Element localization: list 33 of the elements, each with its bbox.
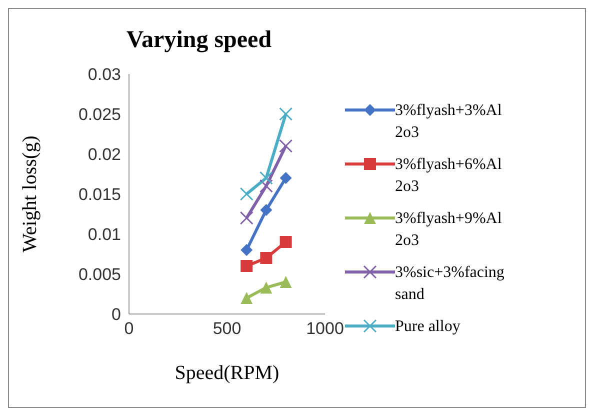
point	[279, 107, 293, 121]
point	[240, 211, 254, 225]
legend-label: 3%flyash+9%Al2o3	[395, 209, 503, 251]
point	[259, 171, 273, 185]
y-tick-label: 0.01	[88, 225, 121, 244]
point	[260, 282, 272, 294]
point	[240, 292, 253, 304]
y-axis-title: Weight loss(g)	[19, 136, 42, 252]
y-tick-label: 0.015	[78, 185, 121, 204]
y-tick-label: 0	[112, 305, 121, 324]
point	[280, 172, 292, 184]
legend-label: 3%flyash+3%Al2o3	[395, 101, 503, 143]
chart-title: Varying speed	[125, 27, 273, 54]
point	[280, 276, 292, 288]
point	[240, 244, 253, 256]
legend-label: 3%flyash+6%Al2o3	[395, 155, 503, 197]
x-tick-label: 0	[124, 319, 134, 338]
point	[259, 179, 273, 193]
point	[280, 236, 292, 248]
point	[240, 187, 254, 201]
y-tick-label: 0.02	[88, 145, 121, 164]
x-axis-title: Speed(RPM)	[174, 362, 280, 384]
x-tick-label: 1000	[306, 319, 344, 338]
x-tick-label: 500	[212, 319, 242, 338]
point	[260, 252, 272, 264]
point	[240, 260, 253, 272]
point	[260, 204, 272, 216]
legend-label: Pure alloy	[395, 317, 462, 337]
y-tick-label: 0.005	[78, 265, 121, 284]
y-tick-label: 0.025	[78, 105, 121, 124]
legend-label: 3%sic+3%facing sand	[395, 263, 505, 305]
y-tick-label: 0.03	[88, 65, 121, 84]
point	[279, 139, 293, 153]
